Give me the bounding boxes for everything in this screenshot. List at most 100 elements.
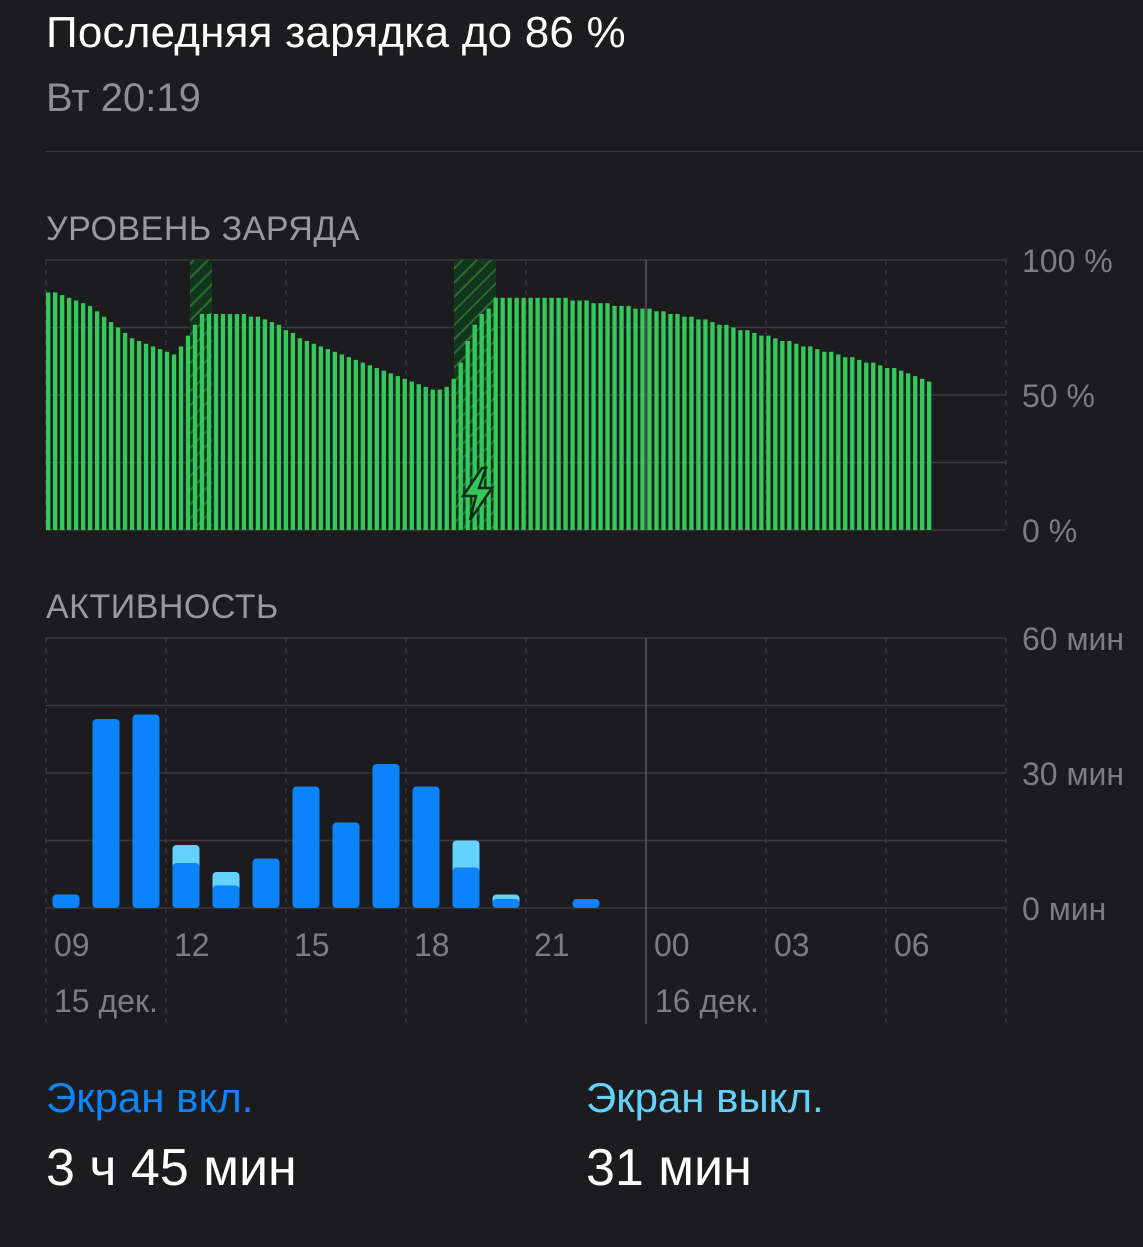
battery-bar	[276, 324, 282, 530]
battery-bar	[717, 324, 722, 530]
screen-on-bar	[92, 719, 120, 908]
battery-bar	[626, 305, 631, 530]
battery-bar	[388, 373, 393, 530]
screen-off-label: Экран выкл.	[586, 1074, 824, 1121]
battery-bar	[766, 335, 771, 530]
battery-bar	[731, 327, 736, 530]
battery-bar	[115, 327, 121, 530]
battery-bar	[409, 381, 414, 530]
battery-bar	[857, 359, 862, 530]
battery-bar	[878, 365, 883, 530]
activity-y-tick-60: 60 мин	[1022, 621, 1124, 657]
battery-bar	[108, 322, 114, 530]
battery-bar	[794, 343, 799, 530]
battery-bar	[640, 308, 645, 530]
battery-bar	[920, 378, 925, 530]
battery-bar	[535, 297, 540, 530]
battery-bar	[213, 314, 219, 530]
battery-bar	[465, 341, 470, 530]
battery-bar	[836, 354, 841, 530]
battery-bar	[906, 373, 911, 530]
battery-bar	[73, 300, 79, 530]
battery-bar	[871, 362, 876, 530]
battery-bar	[710, 322, 715, 530]
battery-bar	[395, 376, 400, 530]
battery-bar	[570, 300, 575, 530]
page-title: Последняя зарядка до 86 %	[46, 8, 626, 57]
hour-tick-label: 15	[294, 927, 330, 963]
battery-bar	[913, 376, 918, 530]
battery-bar	[801, 346, 806, 530]
battery-bar	[745, 330, 750, 530]
battery-bar	[514, 297, 519, 530]
battery-bar	[738, 330, 743, 530]
battery-bar	[843, 357, 848, 530]
battery-bar	[122, 332, 128, 530]
battery-bar	[136, 341, 142, 530]
battery-bar	[654, 311, 659, 530]
battery-bar	[94, 311, 100, 530]
battery-bar	[486, 308, 491, 530]
battery-bar	[591, 303, 596, 530]
battery-bar	[101, 316, 107, 530]
battery-bar	[283, 330, 289, 530]
battery-bar	[696, 319, 701, 530]
battery-bar	[59, 295, 65, 530]
battery-bar	[381, 370, 386, 530]
activity-y-tick-30: 30 мин	[1022, 756, 1124, 792]
last-charge-time: Вт 20:19	[46, 76, 201, 120]
activity-chart[interactable]: 60 мин 30 мин 0 мин 09 12 15 18 21 00 03 06 15 …	[0, 0, 1143, 1040]
battery-bar	[563, 297, 568, 530]
battery-bar	[367, 365, 372, 530]
divider	[46, 151, 1143, 152]
battery-bar	[360, 362, 365, 530]
charging-bolt-icon	[460, 466, 495, 521]
battery-bar	[661, 311, 666, 530]
battery-y-tick-50: 50 %	[1022, 378, 1095, 414]
screen-on-bar	[452, 867, 480, 908]
battery-bar	[227, 314, 233, 530]
battery-bar	[206, 314, 212, 530]
hour-tick-label: 03	[774, 927, 810, 963]
date-label-15-dec: 15 дек.	[54, 983, 158, 1019]
battery-bar	[549, 297, 554, 530]
battery-bar	[885, 368, 890, 530]
battery-bar	[864, 362, 869, 530]
battery-bar	[633, 308, 638, 530]
battery-bar	[297, 338, 303, 530]
battery-bar	[759, 335, 764, 530]
battery-bar	[451, 378, 456, 530]
battery-bar	[171, 354, 177, 530]
battery-bar	[220, 314, 226, 530]
battery-bar	[234, 314, 240, 530]
battery-bar	[605, 303, 610, 530]
battery-bar	[577, 300, 582, 530]
screen-on-bar	[292, 786, 320, 908]
battery-bar	[647, 308, 652, 530]
battery-bar	[416, 384, 421, 530]
date-label-16-dec: 16 дек.	[655, 983, 759, 1019]
screen-on-bar	[172, 863, 200, 908]
hour-tick-label: 18	[414, 927, 450, 963]
battery-level-chart[interactable]: 100 % 50 % 0 %	[0, 0, 1143, 560]
battery-bar	[493, 297, 498, 530]
battery-bar	[346, 357, 351, 530]
battery-y-tick-100: 100 %	[1022, 243, 1113, 279]
battery-bar	[46, 292, 51, 530]
battery-bar	[752, 332, 757, 530]
battery-bar	[255, 316, 261, 530]
battery-bar	[339, 354, 345, 530]
battery-bar	[850, 357, 855, 530]
battery-bar	[52, 292, 58, 530]
battery-bar	[822, 351, 827, 530]
hour-tick-label: 06	[894, 927, 930, 963]
battery-bar	[507, 297, 512, 530]
battery-bar	[773, 338, 778, 530]
battery-bar	[780, 341, 785, 530]
battery-bar	[437, 389, 442, 530]
battery-bar	[185, 335, 191, 530]
screen-on-bar	[572, 899, 600, 908]
battery-y-tick-0: 0 %	[1022, 513, 1077, 549]
activity-y-tick-0: 0 мин	[1022, 891, 1106, 927]
hour-tick-label: 00	[654, 927, 690, 963]
